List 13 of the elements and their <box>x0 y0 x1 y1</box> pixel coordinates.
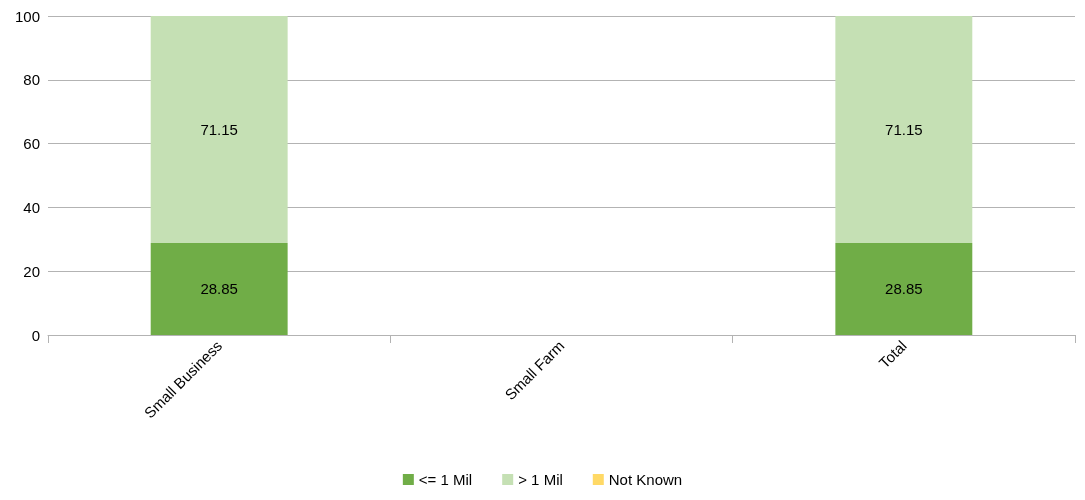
data-label: 28.85 <box>200 280 238 298</box>
y-tick-label: 20 <box>23 262 40 280</box>
y-tick-label: 100 <box>14 7 40 25</box>
y-tick-label: 40 <box>23 198 40 216</box>
legend-label: Not Known <box>608 471 683 488</box>
data-label: 71.15 <box>885 120 923 138</box>
y-tick-label: 0 <box>31 326 40 344</box>
data-label: 28.85 <box>885 280 923 298</box>
legend-label: > 1 Mil <box>518 471 563 488</box>
y-tick-label: 80 <box>23 71 40 89</box>
legend-label: <= 1 Mil <box>418 471 473 488</box>
data-label: 71.15 <box>200 120 238 138</box>
y-tick-label: 60 <box>23 135 40 153</box>
